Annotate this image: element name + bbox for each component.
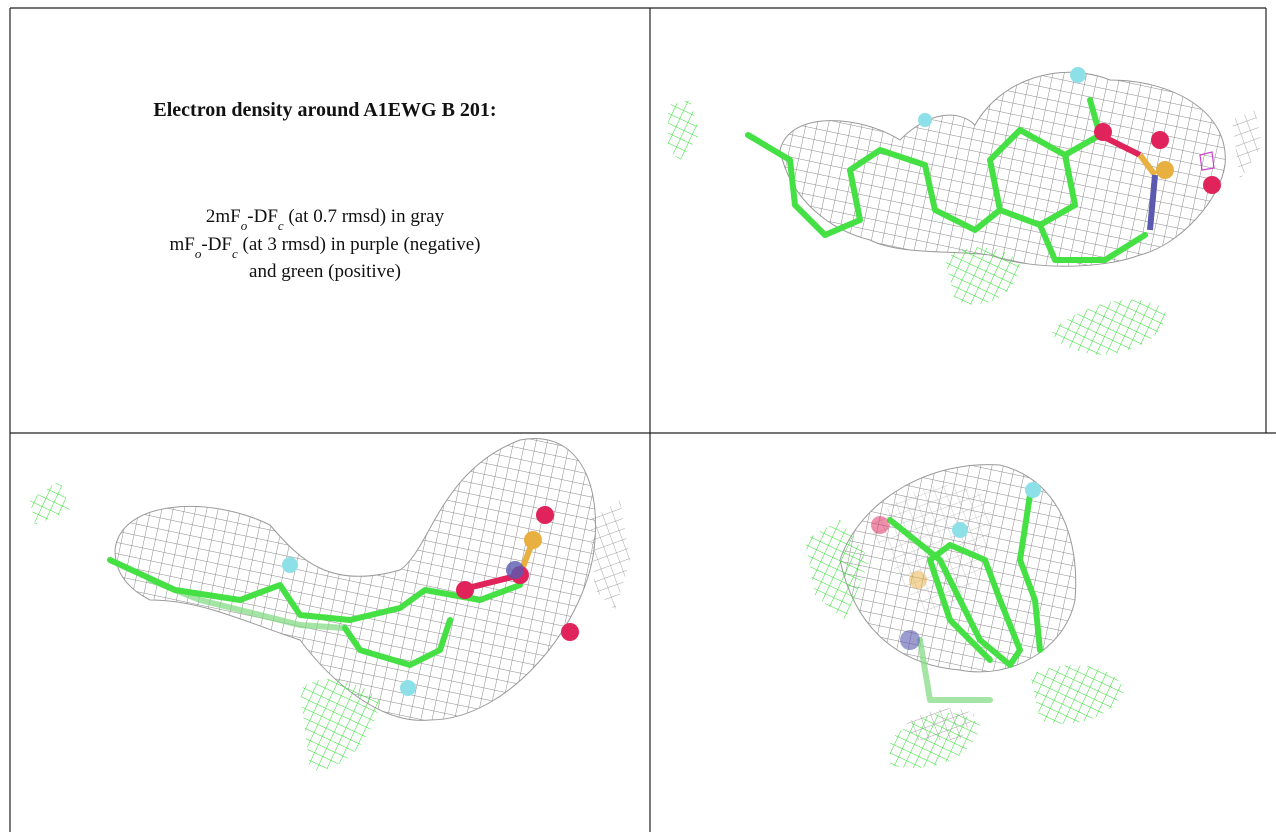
text-run: and green (positive) <box>249 261 401 282</box>
caption-cell: Electron density around A1EWG B 201: 2mF… <box>153 99 496 282</box>
text-run: mF <box>170 234 195 255</box>
density-view-2 <box>30 438 630 770</box>
density-view-1 <box>668 67 1262 355</box>
text-run: 2mF <box>206 206 241 227</box>
caption-title: Electron density around A1EWG B 201: <box>153 99 496 121</box>
text-run: (at 0.7 rmsd) in gray <box>284 206 445 227</box>
density-view-3 <box>805 465 1125 768</box>
legend-line: 2mFo-DFc (at 0.7 rmsd) in gray <box>206 206 445 233</box>
text-run: (at 3 rmsd) in purple (negative) <box>238 234 481 255</box>
legend-line: and green (positive) <box>249 261 401 282</box>
legend-line: mFo-DFc (at 3 rmsd) in purple (negative) <box>170 234 481 261</box>
page: Electron density around A1EWG B 201: 2mF… <box>0 0 1276 832</box>
text-run: -DF <box>247 206 278 227</box>
text-run: -DF <box>201 234 232 255</box>
